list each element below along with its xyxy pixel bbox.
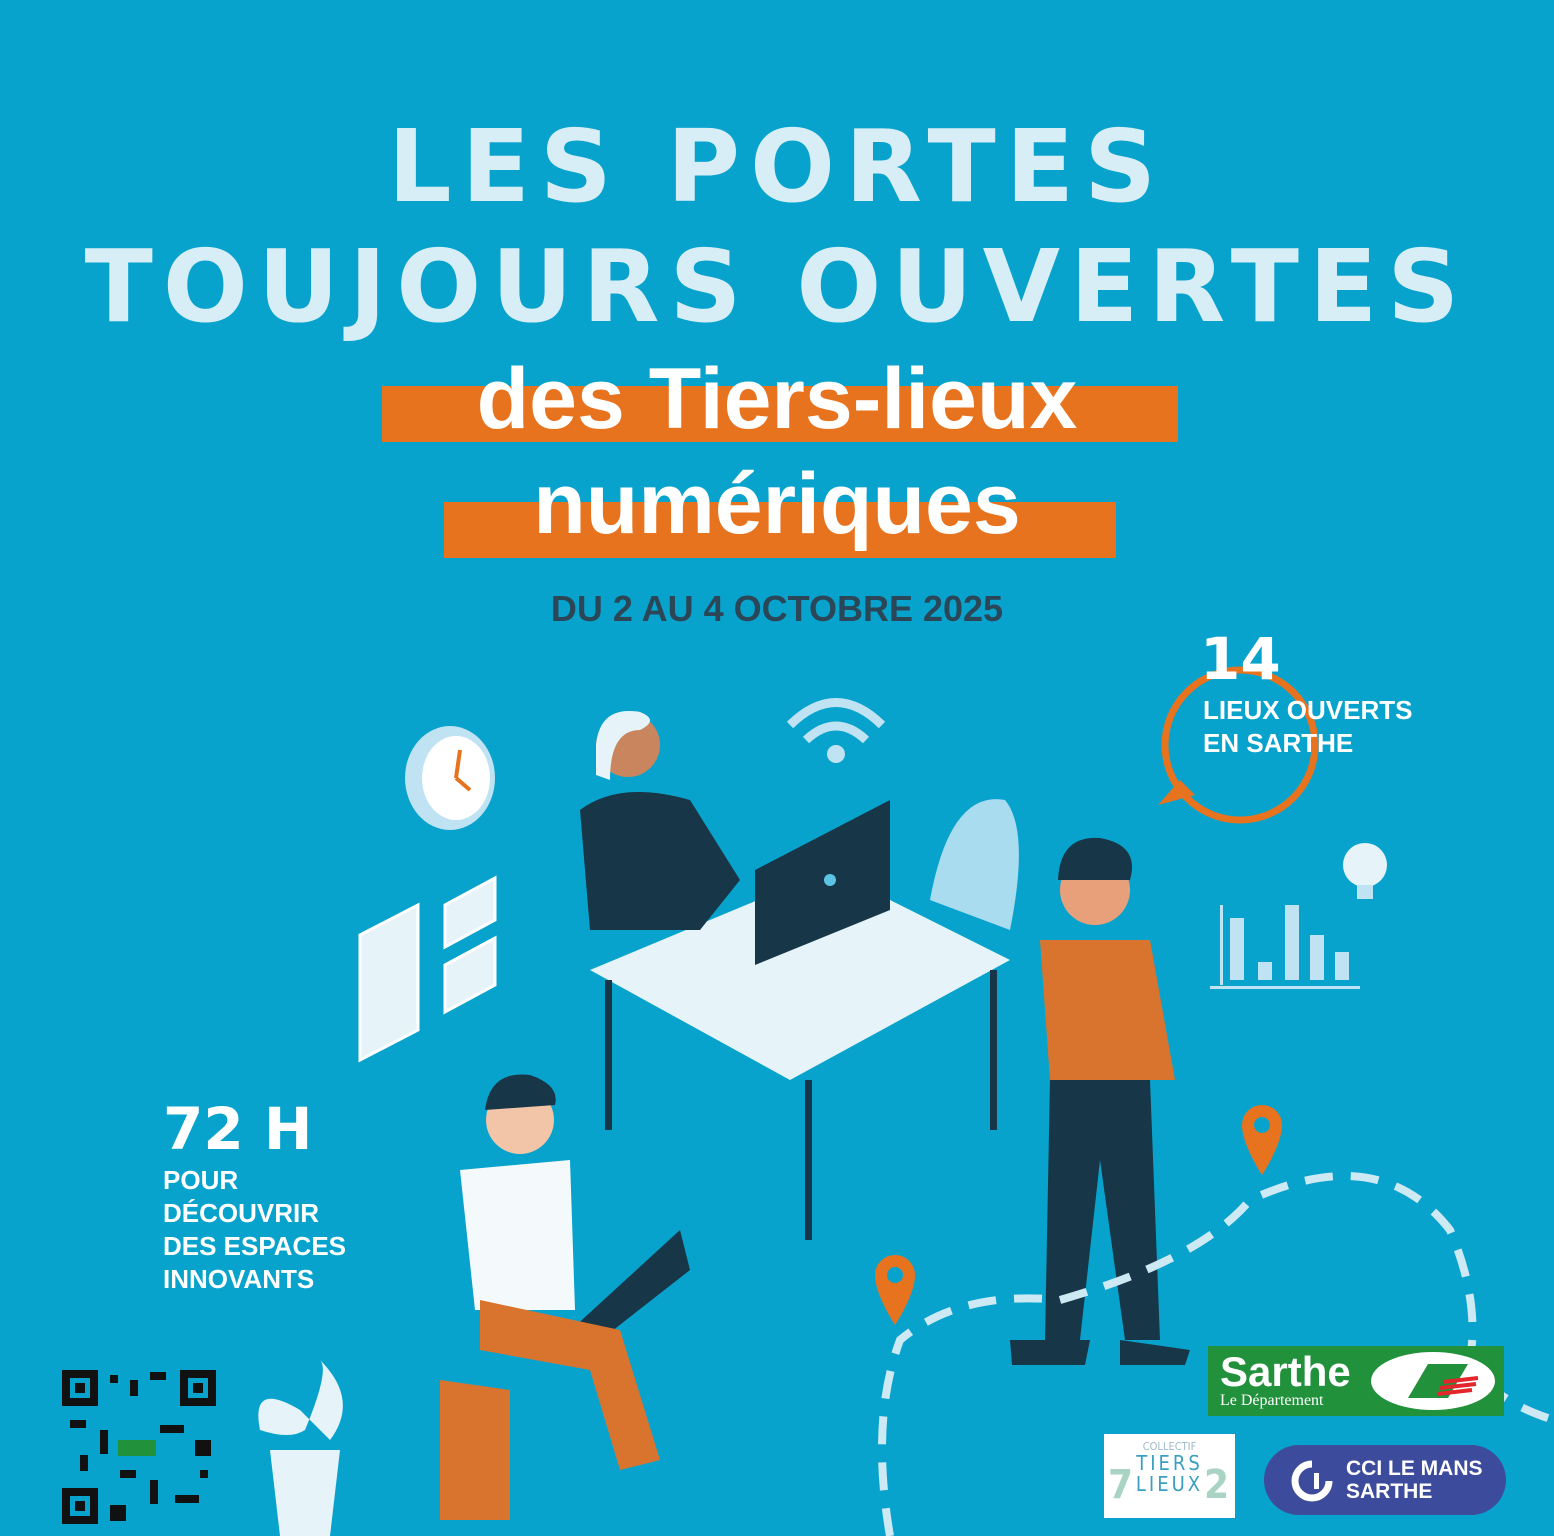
title-line-3: des Tiers-lieux	[476, 351, 1078, 447]
chair-right	[930, 799, 1019, 930]
tiers-logo-left: 7	[1108, 1462, 1134, 1508]
cci-emblem-icon	[1291, 1460, 1333, 1502]
sarthe-logo-name: Sarthe	[1220, 1348, 1351, 1395]
wifi-icon	[786, 698, 886, 763]
bar-chart-icon	[1210, 905, 1360, 989]
speech-bubble-icon	[1158, 666, 1319, 824]
location-pin-icon	[1242, 1105, 1282, 1175]
title-line-1: LES PORTES	[387, 108, 1167, 225]
picture-frames-icon	[358, 875, 497, 1063]
computer-monitor	[755, 800, 890, 965]
clock-icon	[405, 726, 495, 830]
highlight-band-2	[444, 502, 1116, 558]
sarthe-logo-sub: Le Département	[1220, 1392, 1324, 1409]
cci-le-mans-logo: CCI LE MANS SARTHE	[1264, 1445, 1506, 1515]
hours-label-2: DÉCOUVRIR	[163, 1198, 320, 1228]
hours-count: 72 H	[163, 1095, 313, 1163]
dashed-route	[878, 1172, 1554, 1536]
tiers-logo-top: COLLECTIF	[1142, 1440, 1197, 1453]
collectif-tiers-lieux-logo: COLLECTIF TIERS LIEUX 7 2	[1104, 1434, 1235, 1518]
cci-line-2: SARTHE	[1346, 1480, 1433, 1503]
title-line-2: TOUJOURS OUVERTES	[84, 228, 1470, 345]
location-pin-icon	[875, 1255, 915, 1325]
places-label-2: EN SARTHE	[1203, 728, 1354, 758]
lightbulb-icon	[1343, 843, 1387, 899]
places-label-1: LIEUX OUVERTS	[1203, 695, 1413, 725]
woman-seated	[580, 710, 740, 930]
tiers-logo-bottom: LIEUX	[1135, 1472, 1204, 1496]
man-standing	[1010, 837, 1190, 1365]
hours-label-3: DES ESPACES	[163, 1231, 347, 1261]
cci-line-1: CCI LE MANS	[1346, 1457, 1483, 1480]
qr-code	[60, 1368, 218, 1526]
plant-icon	[258, 1360, 343, 1536]
highlight-band-1	[382, 386, 1178, 442]
tiers-logo-right: 2	[1203, 1462, 1229, 1508]
title-line-4: numériques	[533, 456, 1021, 552]
hours-label-4: INNOVANTS	[163, 1264, 315, 1294]
sarthe-emblem-icon	[1371, 1352, 1495, 1410]
event-dates: DU 2 AU 4 OCTOBRE 2025	[550, 588, 1004, 629]
hours-label-1: POUR	[163, 1165, 239, 1195]
places-count: 14	[1200, 625, 1281, 693]
man-seated-laptop	[440, 1074, 690, 1520]
sarthe-department-logo: Sarthe Le Département	[1208, 1346, 1504, 1416]
desk	[590, 870, 1010, 1240]
tiers-logo-mid: TIERS	[1136, 1451, 1203, 1475]
